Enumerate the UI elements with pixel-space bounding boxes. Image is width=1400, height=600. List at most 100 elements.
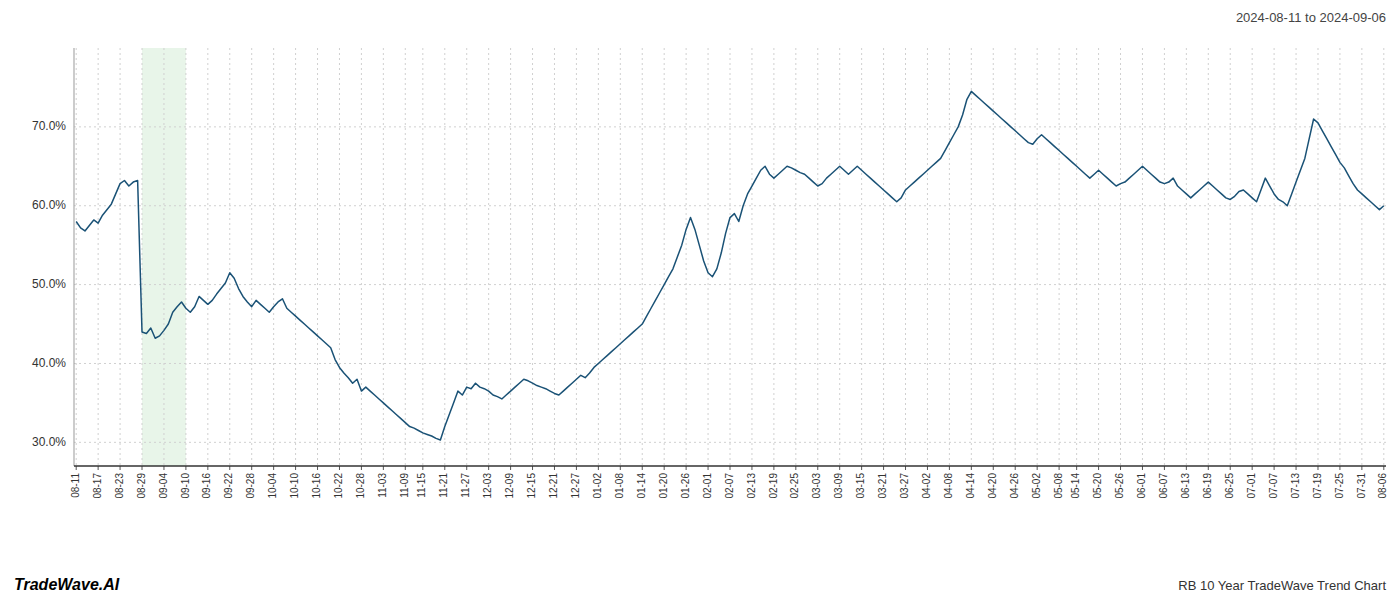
x-grid-line xyxy=(1142,48,1143,466)
x-tick-label: 05-20 xyxy=(1092,473,1103,499)
x-grid-line xyxy=(120,48,121,466)
x-grid-line xyxy=(795,48,796,466)
x-grid-line xyxy=(532,48,533,466)
x-tick-label: 06-25 xyxy=(1224,473,1235,499)
x-tick-label: 01-20 xyxy=(658,473,669,499)
x-tick-label: 12-09 xyxy=(504,473,515,499)
background xyxy=(0,0,1400,600)
x-grid-line xyxy=(466,48,467,466)
x-grid-line xyxy=(686,48,687,466)
x-tick-label: 04-20 xyxy=(987,473,998,499)
x-tick-label: 08-06 xyxy=(1377,473,1388,499)
x-grid-line xyxy=(620,48,621,466)
line-group xyxy=(76,91,1384,440)
x-grid-line xyxy=(839,48,840,466)
annotation: TradeWave.AI xyxy=(14,576,120,593)
x-tick-label: 10-04 xyxy=(267,473,278,499)
x-grid-line xyxy=(1252,48,1253,466)
x-grid-line xyxy=(642,48,643,466)
x-tick-label: 03-27 xyxy=(899,473,910,499)
x-tick-label: 01-02 xyxy=(592,473,603,499)
x-tick-label: 07-25 xyxy=(1334,473,1345,499)
x-tick-label: 11-15 xyxy=(416,473,427,498)
x-tick-label: 02-19 xyxy=(768,473,779,499)
x-grid-line xyxy=(1015,48,1016,466)
x-grid-line xyxy=(422,48,423,466)
x-tick-label: 12-15 xyxy=(526,473,537,499)
x-tick-label: 02-07 xyxy=(724,473,735,499)
page: {"chart_data": { "type": "line", "title"… xyxy=(0,0,1400,600)
x-tick-label: 02-25 xyxy=(789,473,800,499)
x-tick-label: 04-02 xyxy=(921,473,932,499)
x-grid-line xyxy=(1186,48,1187,466)
x-tick-label: 07-31 xyxy=(1356,473,1367,499)
title: RB 10 Year TradeWave Trend Chart xyxy=(1178,578,1386,593)
x-grid-line xyxy=(1098,48,1099,466)
x-grid-line xyxy=(488,48,489,466)
x-tick-label: 07-07 xyxy=(1268,473,1279,499)
x-grid-line xyxy=(1317,48,1318,466)
x-tick-label: 06-07 xyxy=(1158,473,1169,499)
x-grid-line xyxy=(905,48,906,466)
x-grid-line xyxy=(229,48,230,466)
x-axis-line xyxy=(74,465,1386,467)
x-grid-line xyxy=(405,48,406,466)
x-grid-line xyxy=(273,48,274,466)
x-grid-line xyxy=(295,48,296,466)
x-tick-label: 04-08 xyxy=(943,473,954,499)
y-grid-line xyxy=(74,442,1386,443)
x-tick-label: 09-16 xyxy=(201,473,212,499)
x-tick-label: 02-01 xyxy=(702,473,713,499)
subtitle: 2024-08-11 to 2024-09-06 xyxy=(1236,10,1386,25)
x-tick-label: 09-28 xyxy=(245,473,256,499)
x-tick-label: 07-19 xyxy=(1312,473,1323,499)
x-grid-line xyxy=(98,48,99,466)
x-tick-label: 09-22 xyxy=(223,473,234,499)
x-grid-line xyxy=(361,48,362,466)
x-tick-label: 12-27 xyxy=(570,473,581,499)
x-grid-line xyxy=(883,48,884,466)
x-tick-label: 10-10 xyxy=(289,473,300,499)
highlight-group xyxy=(142,48,186,466)
y-tick-label: 30.0% xyxy=(32,435,66,449)
x-tick-label: 03-21 xyxy=(877,473,888,499)
x-grid-line xyxy=(1208,48,1209,466)
x-grid-line xyxy=(927,48,928,466)
x-grid-line xyxy=(1274,48,1275,466)
x-tick-label: 11-09 xyxy=(399,473,410,498)
x-tick-label: 07-13 xyxy=(1290,473,1301,499)
x-grid-line xyxy=(598,48,599,466)
x-tick-label: 08-29 xyxy=(136,473,147,499)
x-tick-label: 01-08 xyxy=(614,473,625,499)
x-tick-label: 09-04 xyxy=(158,473,169,499)
y-axis-line xyxy=(74,48,75,466)
y-tick-label: 60.0% xyxy=(32,198,66,212)
x-tick-label: 03-15 xyxy=(855,473,866,499)
x-grid-line xyxy=(554,48,555,466)
x-tick-label: 11-21 xyxy=(438,473,449,498)
x-tick-label: 08-17 xyxy=(92,473,103,499)
y-tick-label: 70.0% xyxy=(32,119,66,133)
x-tick-label: 04-26 xyxy=(1009,473,1020,499)
x-grid-line xyxy=(510,48,511,466)
x-tick-label: 08-23 xyxy=(114,473,125,499)
x-tick-label: 06-01 xyxy=(1136,473,1147,499)
x-tick-label: 11-03 xyxy=(377,473,388,498)
x-grid-line xyxy=(317,48,318,466)
x-grid-line xyxy=(730,48,731,466)
x-tick-label: 02-13 xyxy=(746,473,757,499)
x-tick-label: 10-16 xyxy=(311,473,322,499)
y-grid-line xyxy=(74,205,1386,206)
x-tick-label: 12-21 xyxy=(548,473,559,499)
x-grid-line xyxy=(971,48,972,466)
x-tick-label: 04-14 xyxy=(965,473,976,499)
x-grid-line xyxy=(207,48,208,466)
x-tick-label: 03-03 xyxy=(811,473,822,499)
x-grid-line xyxy=(1059,48,1060,466)
x-grid-line xyxy=(773,48,774,466)
x-grid-line xyxy=(708,48,709,466)
x-grid-line xyxy=(1339,48,1340,466)
x-grid-line xyxy=(1383,48,1384,466)
x-grid-line xyxy=(163,48,164,466)
highlight-band xyxy=(142,48,186,466)
